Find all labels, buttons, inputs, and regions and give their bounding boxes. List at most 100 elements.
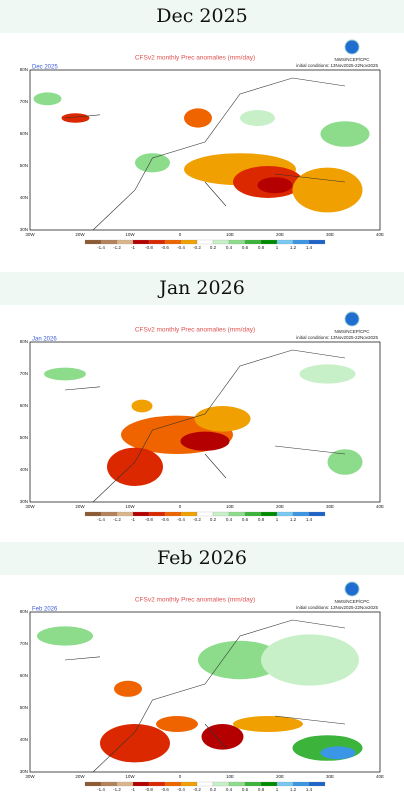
anomaly [261,634,359,686]
panel: Jan 2026 CFSv2 monthly Prec anomalies (mm… [0,272,404,522]
colorbar-swatch [100,239,118,245]
anomaly [194,406,251,432]
panel: Feb 2026 CFSv2 monthly Prec anomalies (mm… [0,542,404,792]
panel-title: Feb 2026 [157,547,247,569]
colorbar-label: -0.6 [161,787,169,792]
colorbar-label: -0.6 [161,245,169,250]
colorbar-label: -0.4 [177,245,185,250]
colorbar-label: -1.2 [113,245,121,250]
lon-label: 10W [125,232,135,237]
colorbar-swatch [196,511,214,517]
colorbar-label: -1 [131,245,135,250]
colorbar-swatch [100,511,118,517]
conditions: initial conditions: 13Nov2025-22Nov2025 [296,335,378,340]
colorbar-label: 0.4 [226,245,233,250]
anomaly [114,680,142,697]
source: NWS/NCEP/CPC [334,57,370,62]
colorbar-label: 1 [276,517,279,522]
lon-label: 40E [376,774,384,779]
logo [344,311,360,327]
colorbar-label: -1.2 [113,787,121,792]
anomaly [61,113,90,123]
colorbar-swatch [180,239,198,245]
colorbar-swatch [212,239,230,245]
lat-label: 50N [20,705,28,710]
anomaly [240,110,275,126]
map-frame [29,611,381,773]
anomaly [320,746,356,760]
colorbar-label: -0.2 [193,517,201,522]
colorbar-swatch [228,781,246,787]
panel-title: Dec 2025 [156,5,248,27]
lon-label: 20E [276,504,284,509]
colorbar-swatch [148,239,166,245]
colorbar-label: 0.2 [210,787,217,792]
coastline [64,349,346,503]
lon-label: 30E [326,774,334,779]
anomaly [156,716,198,732]
colorbar-swatch [292,511,310,517]
map-label: Jan 2026 [32,337,57,343]
anomaly [131,399,153,413]
lat-label: 50N [20,435,28,440]
anomaly [44,367,86,381]
map-label: Dec 2025 [32,65,58,71]
logo [344,39,360,55]
lat-label: 70N [20,371,28,376]
colorbar-swatch [260,239,278,245]
colorbar-label: 1 [276,787,279,792]
lon-label: 10E [226,232,234,237]
lat-label: 60N [20,131,28,136]
lon-label: 0 [179,232,182,237]
colorbar-swatch [308,239,326,245]
anomaly [292,167,363,213]
lon-label: 10E [226,504,234,509]
lon-label: 40E [376,504,384,509]
colorbar-swatch [196,239,214,245]
lon-label: 0 [179,774,182,779]
colorbar-label: -1 [131,787,135,792]
colorbar-swatch [132,511,150,517]
lon-label: 10W [125,774,135,779]
lat-label: 80N [20,67,28,72]
colorbar-label: 0.4 [226,787,233,792]
colorbar-label: -0.2 [193,245,201,250]
colorbar-swatch [228,511,246,517]
colorbar-swatch [196,781,214,787]
colorbar-swatch [164,511,182,517]
lon-label: 0 [179,504,182,509]
panel-title: Jan 2026 [157,277,245,299]
conditions: initial conditions: 13Nov2025-22Nov2025 [296,605,378,610]
map-header: CFSv2 monthly Prec anomalies (mm/day) [135,327,255,334]
colorbar-swatch [260,781,278,787]
colorbar-label: 1.4 [306,245,313,250]
colorbar-label: 0.6 [242,245,249,250]
colorbar-label: 1.2 [290,787,297,792]
anomaly [135,153,170,173]
colorbar-swatch [132,239,150,245]
colorbar-label: -1.4 [97,787,105,792]
colorbar-label: 0.2 [210,517,217,522]
colorbar-label: -1.2 [113,517,121,522]
source: NWS/NCEP/CPC [334,329,370,334]
title-band [0,542,404,575]
colorbar-label: -1.4 [97,245,105,250]
lon-label: 30W [25,504,35,509]
colorbar-swatch [244,781,262,787]
lat-label: 60N [20,403,28,408]
lon-label: 20W [75,774,85,779]
colorbar-swatch [276,239,294,245]
lon-label: 20E [276,232,284,237]
colorbar-swatch [84,239,102,245]
colorbar-label: -0.6 [161,517,169,522]
colorbar-swatch [276,781,294,787]
map-frame [29,341,381,503]
colorbar-label: 0.4 [226,517,233,522]
colorbar-swatch [148,511,166,517]
anomaly [327,449,363,475]
colorbar-swatch [292,781,310,787]
panel: Dec 2025 CFSv2 monthly Prec anomalies (mm… [0,0,404,250]
colorbar-swatch [164,781,182,787]
anomaly [180,431,230,451]
